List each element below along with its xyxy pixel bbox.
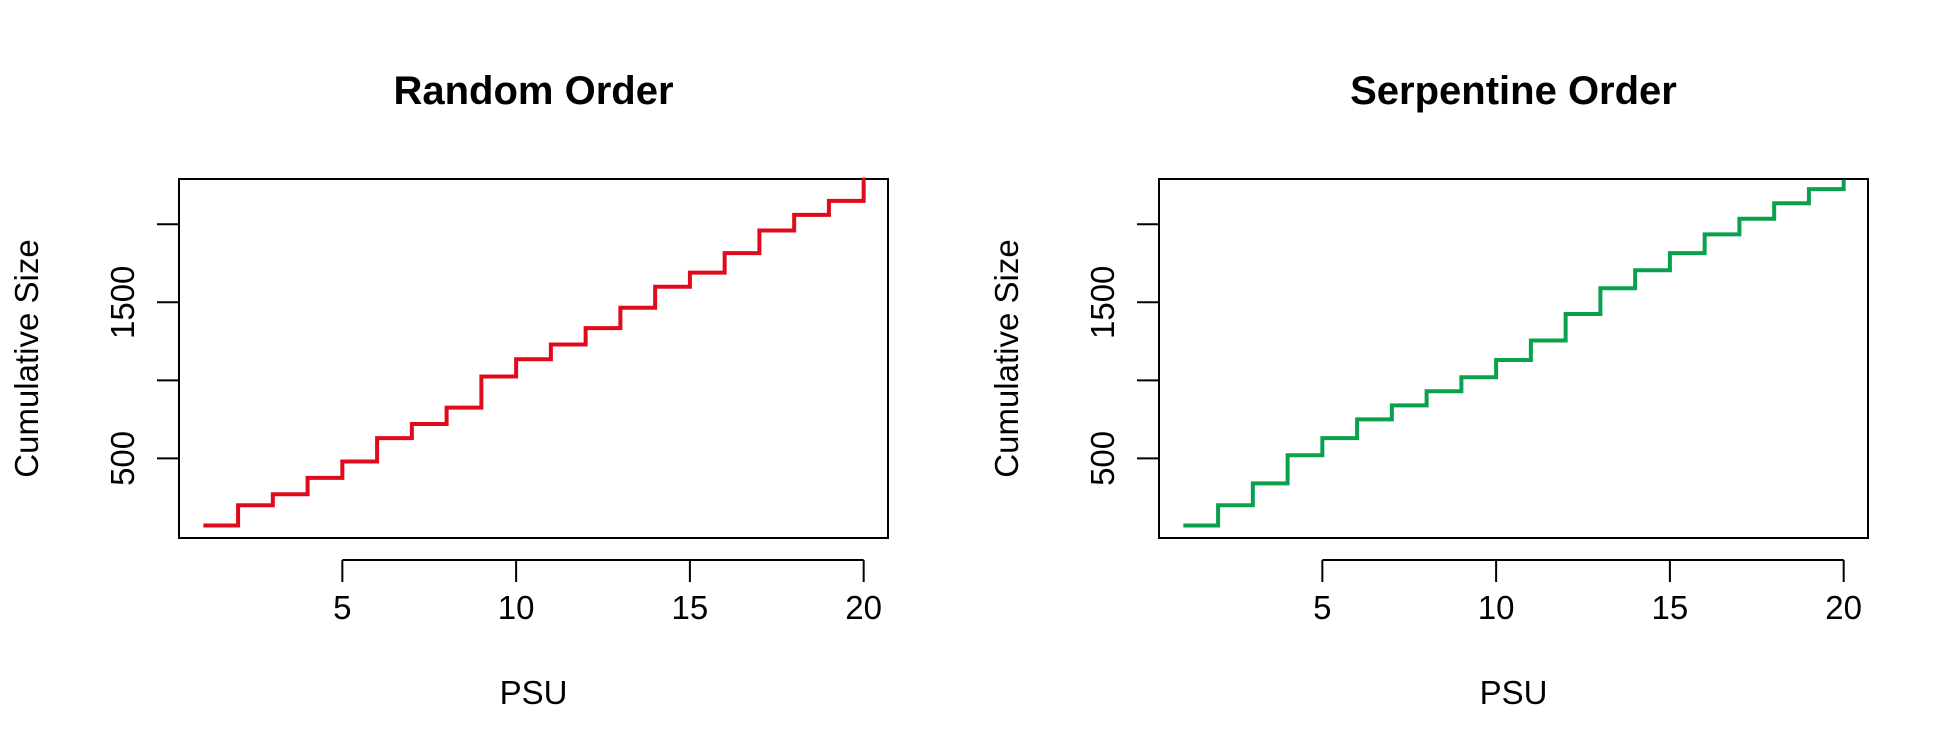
y-tick-label: 500 — [1084, 431, 1121, 486]
x-tick-label: 20 — [1825, 589, 1862, 626]
y-axis-label: Cumulative Size — [8, 239, 45, 477]
x-tick-label: 10 — [498, 589, 535, 626]
x-tick-label: 15 — [1652, 589, 1689, 626]
x-tick-label: 5 — [333, 589, 351, 626]
x-axis-label: PSU — [500, 674, 568, 711]
plot-frame — [178, 178, 889, 539]
y-axis-ticks: 500 1500 — [104, 223, 179, 486]
x-tick-label: 10 — [1478, 589, 1515, 626]
panel-random-order: Random Order 500 1500 5 10 15 20 PSU Cumulat… — [8, 69, 889, 711]
y-axis-ticks: 500 1500 — [1084, 223, 1159, 486]
y-tick-label: 1500 — [104, 266, 141, 339]
y-tick-label: 500 — [104, 431, 141, 486]
plot-frame — [1158, 178, 1869, 539]
x-axis-label: PSU — [1480, 674, 1548, 711]
series-line-random-order — [203, 177, 866, 528]
chart-title: Random Order — [393, 69, 673, 113]
y-axis-label: Cumulative Size — [988, 239, 1025, 477]
series-line-serpentine-order — [1183, 179, 1846, 528]
x-axis-ticks: 5 10 15 20 — [333, 559, 882, 626]
x-tick-label: 20 — [845, 589, 882, 626]
y-tick-label: 1500 — [1084, 266, 1121, 339]
x-axis-ticks: 5 10 15 20 — [1313, 559, 1862, 626]
x-tick-label: 15 — [672, 589, 709, 626]
chart-title: Serpentine Order — [1350, 69, 1677, 113]
panel-serpentine-order: Serpentine Order 500 1500 5 10 15 20 PSU Cum… — [988, 69, 1869, 711]
x-tick-label: 5 — [1313, 589, 1331, 626]
